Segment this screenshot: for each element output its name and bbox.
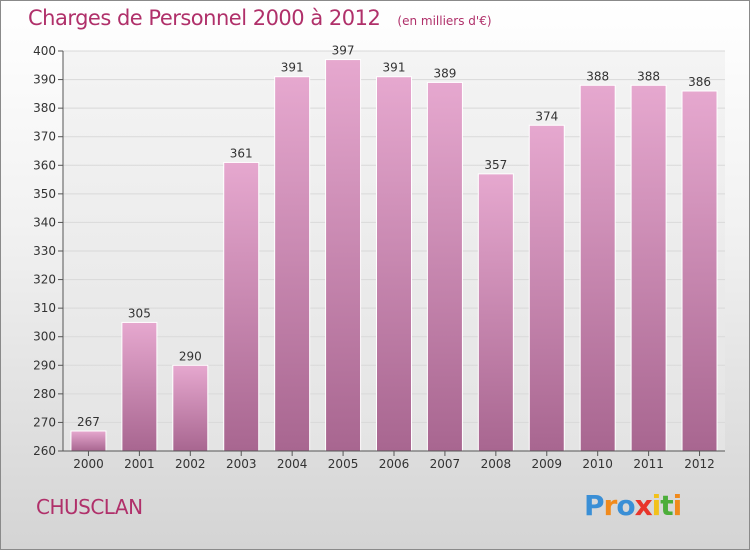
bar [426,81,463,452]
x-tick-label: 2001 [124,457,155,471]
data-label: 388 [637,69,660,83]
y-tick-label: 280 [33,387,56,401]
bar [325,59,362,452]
bar [70,430,107,452]
logo-letter: r [603,489,618,522]
data-label: 391 [281,61,304,75]
y-tick-label: 350 [33,187,56,201]
y-tick-label: 320 [33,273,56,287]
logo-letter: o [616,489,635,522]
y-tick-label: 370 [33,130,56,144]
data-label: 388 [586,69,609,83]
bar [528,124,565,452]
logo-letter: i [672,489,683,522]
proxiti-logo: Proxiti [584,489,683,522]
logo-letter: P [584,489,605,522]
data-label: 290 [179,349,202,363]
bars [70,59,718,452]
x-tick-label: 2006 [379,457,410,471]
bar [376,76,412,452]
x-tick-label: 2002 [175,457,206,471]
y-tick-label: 310 [33,301,56,315]
bar [681,90,718,452]
x-tick-label: 2000 [73,457,104,471]
y-tick-label: 300 [33,330,56,344]
logo-letter: x [634,489,653,522]
y-tick-label: 400 [33,44,56,58]
y-tick-label: 390 [33,73,56,87]
x-tick-label: 2007 [430,457,461,471]
y-tick-label: 380 [33,101,56,115]
x-tick-label: 2004 [277,457,308,471]
data-label: 397 [332,44,355,58]
bar [630,84,667,452]
y-tick-label: 270 [33,415,56,429]
x-axis-ticks: 2000 2001 2002 2003 2004 2005 2006 2007 2008 2009… [73,451,715,471]
data-label: 305 [128,306,151,320]
chart-title: Charges de Personnel 2000 à 2012 [28,6,381,30]
bar [274,76,311,452]
y-tick-label: 260 [33,444,56,458]
logo-letter: t [660,489,673,522]
title-row: Charges de Personnel 2000 à 2012 (en mil… [28,6,492,30]
commune-name: CHUSCLAN [36,495,143,519]
bar [121,321,158,452]
x-tick-label: 2010 [582,457,613,471]
x-tick-label: 2012 [684,457,715,471]
value-labels: 267 305 290 361 391 397 391 389 357 374 388 388 386 [77,44,711,429]
data-label: 374 [535,109,558,123]
logo-letter: i [651,489,662,522]
bar [223,161,260,452]
x-tick-label: 2003 [226,457,257,471]
data-label: 389 [433,66,456,80]
y-tick-label: 330 [33,244,56,258]
y-tick-label: 290 [33,358,56,372]
x-tick-label: 2008 [481,457,512,471]
x-tick-label: 2009 [531,457,562,471]
chart-subtitle: (en milliers d'€) [397,14,492,28]
data-label: 386 [688,75,711,89]
y-tick-label: 340 [33,215,56,229]
data-label: 361 [230,146,253,160]
x-tick-label: 2011 [633,457,664,471]
x-tick-label: 2005 [328,457,359,471]
data-label: 267 [77,415,100,429]
data-label: 357 [484,158,507,172]
bar [172,364,209,452]
bar [579,84,616,452]
y-tick-label: 360 [33,158,56,172]
data-label: 391 [383,61,406,75]
bar [477,173,514,452]
